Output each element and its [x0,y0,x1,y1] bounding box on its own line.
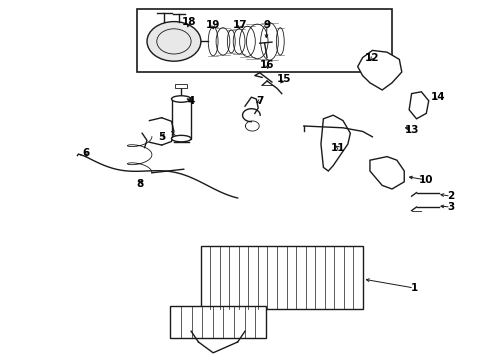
Bar [137,9,392,72]
Polygon shape [409,92,429,119]
Text: 8: 8 [136,179,143,189]
Ellipse shape [172,135,191,142]
Bar [175,84,187,88]
Text: 4: 4 [187,96,195,106]
Text: 11: 11 [331,143,345,153]
Text: 17: 17 [233,20,247,30]
Text: 1: 1 [411,283,417,293]
Text: 10: 10 [419,175,434,185]
Text: 18: 18 [181,17,196,27]
Text: 3: 3 [447,202,454,212]
Text: 12: 12 [365,53,380,63]
Text: 2: 2 [447,191,454,201]
Text: 6: 6 [82,148,89,158]
Text: 9: 9 [264,20,270,30]
Polygon shape [370,157,404,189]
Ellipse shape [172,96,191,102]
Text: 13: 13 [404,125,419,135]
Text: 7: 7 [256,96,264,106]
Text: 16: 16 [260,60,274,70]
Bar [171,306,266,338]
Bar [201,246,363,309]
Polygon shape [321,115,350,171]
Text: 5: 5 [158,132,165,142]
Polygon shape [358,50,402,90]
Text: 14: 14 [431,92,446,102]
Circle shape [147,22,201,61]
Bar [172,99,191,139]
Text: 19: 19 [206,20,220,30]
Text: 15: 15 [277,74,292,84]
